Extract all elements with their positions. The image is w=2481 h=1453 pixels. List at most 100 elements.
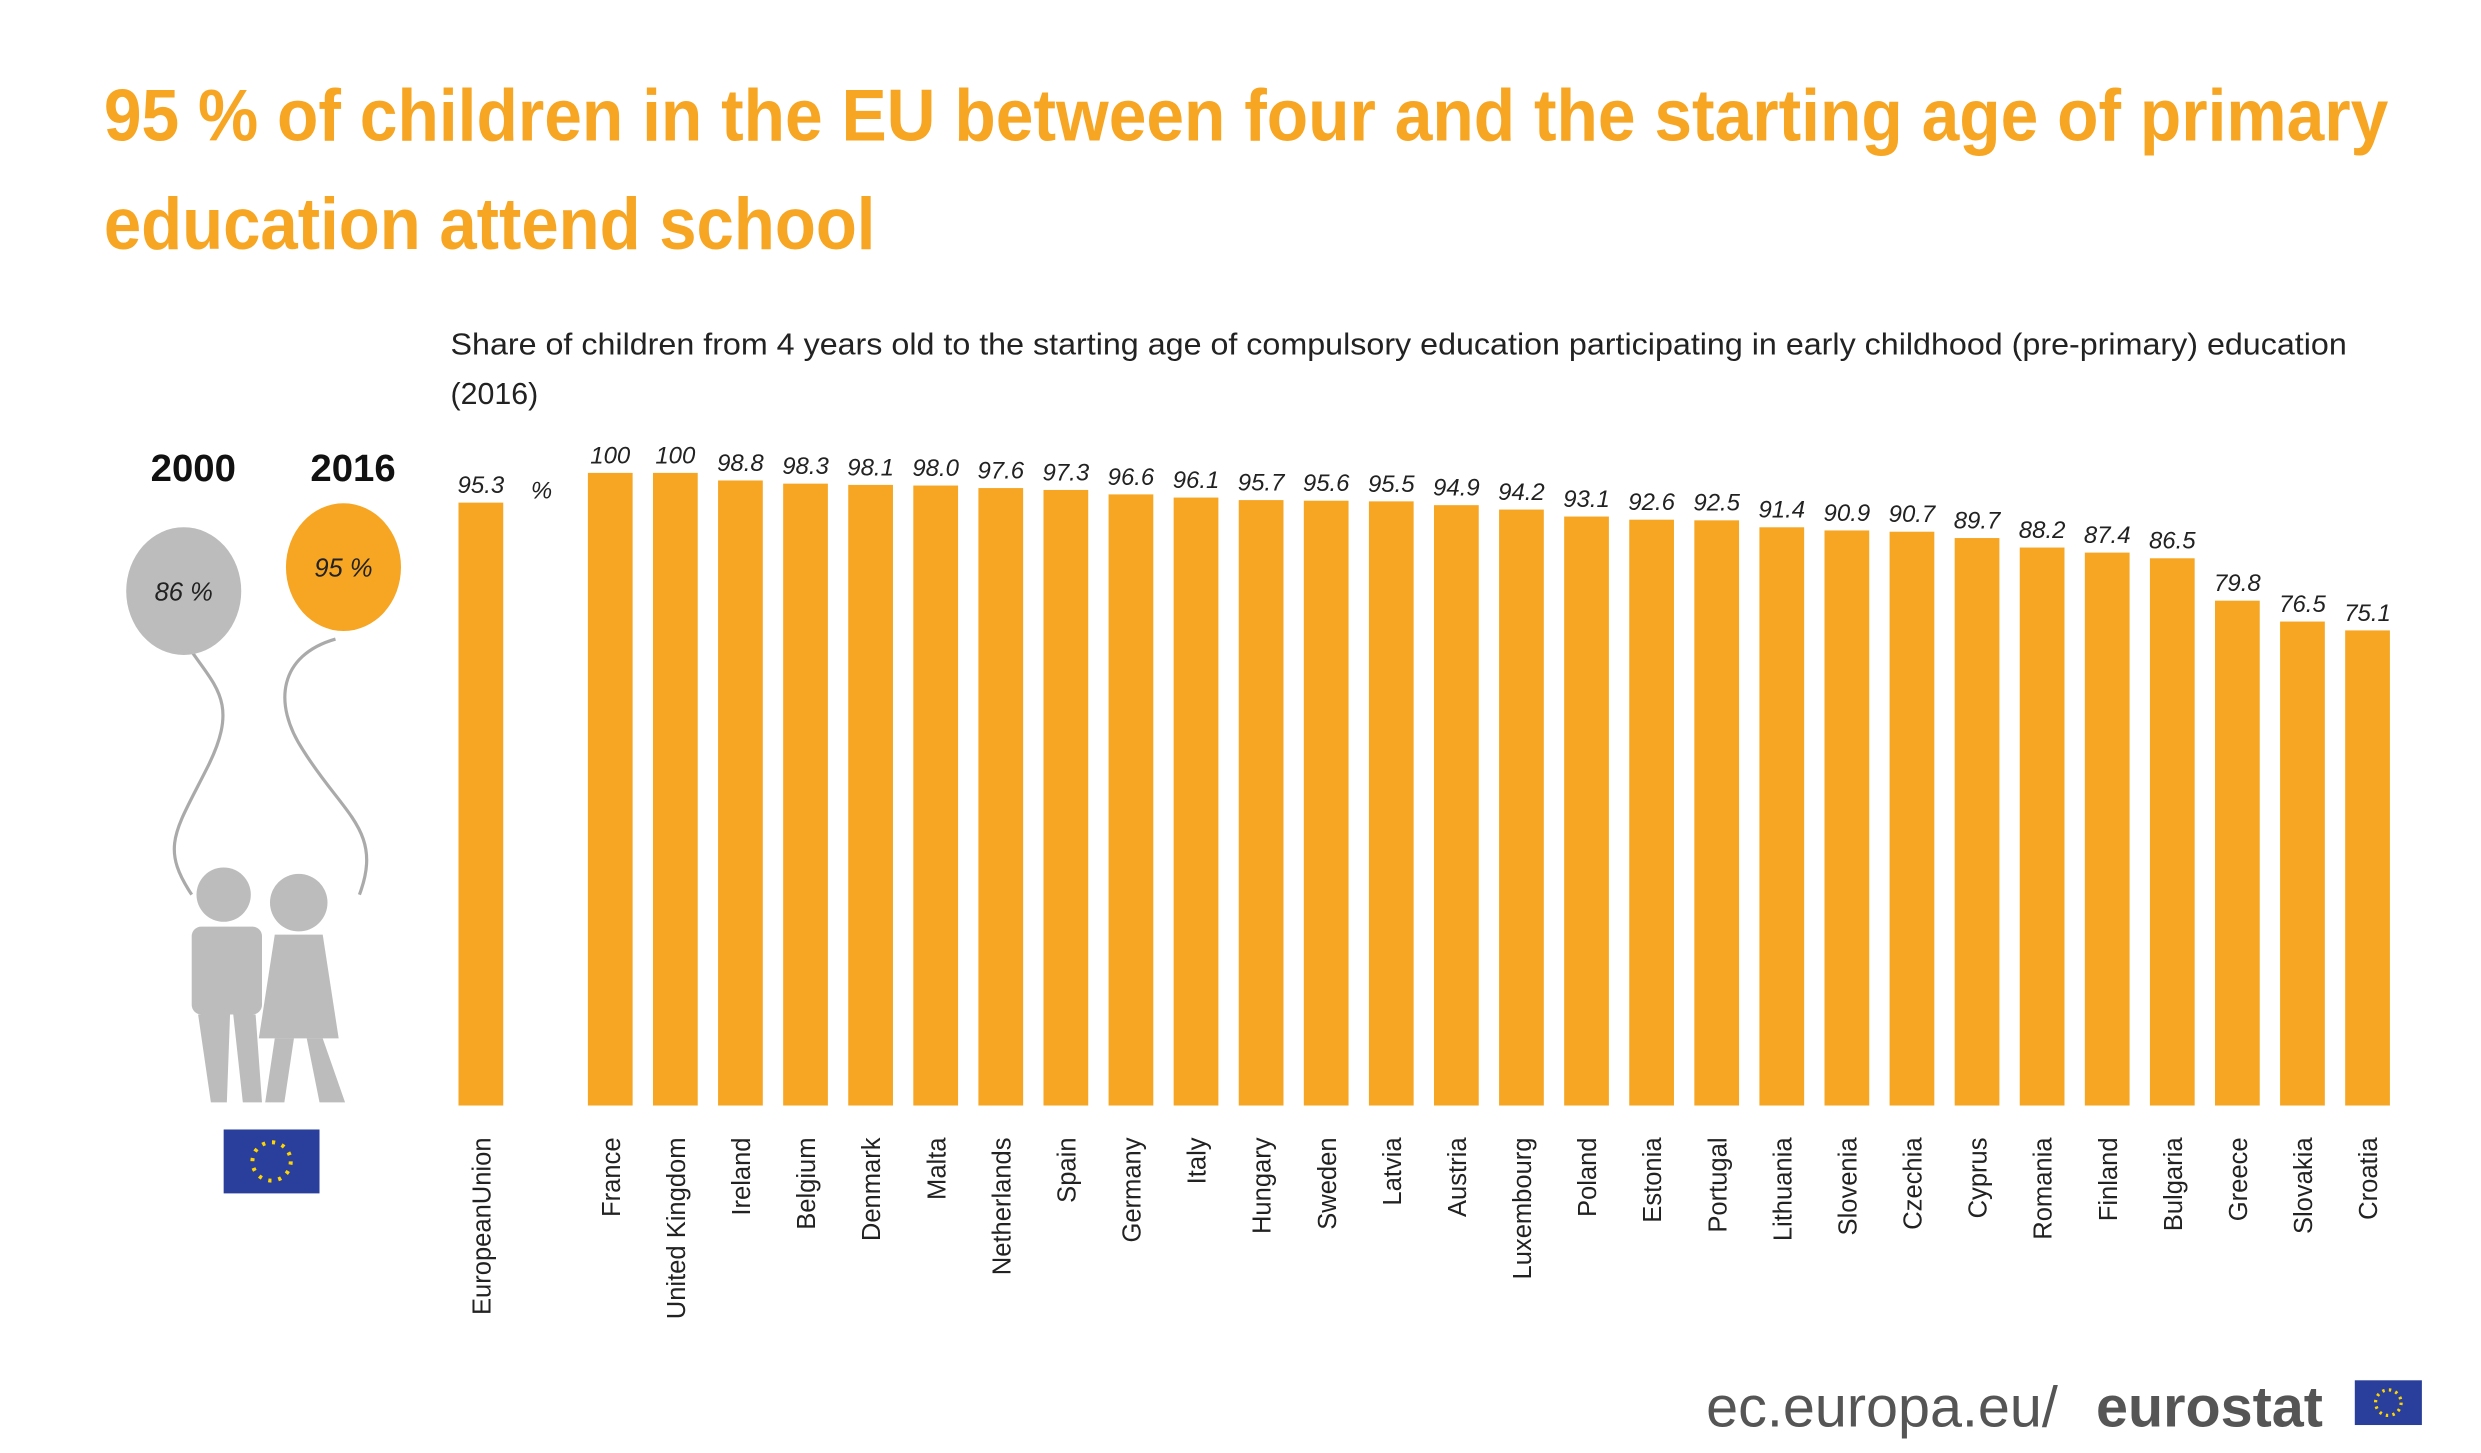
- value-label: 98.1: [847, 454, 894, 481]
- bar: [1368, 501, 1414, 1106]
- x-tick-label: Ireland: [728, 1137, 756, 1215]
- x-tick-label: Germany: [1119, 1137, 1147, 1242]
- bar: [1303, 500, 1349, 1106]
- value-label: 96.6: [1108, 464, 1155, 491]
- unit-label: %: [531, 477, 552, 504]
- balloon-label: 86 %: [155, 579, 213, 607]
- x-tick-label: Slovakia: [2290, 1137, 2318, 1234]
- value-label: 94.2: [1498, 479, 1545, 506]
- bar: [1694, 520, 1740, 1106]
- bar: [913, 485, 959, 1106]
- chart-title: 95 % of children in the EU between four …: [104, 74, 2389, 157]
- value-label: 86.5: [2149, 528, 2196, 555]
- x-tick-label: France: [598, 1137, 626, 1217]
- x-tick-label: Italy: [1184, 1137, 1212, 1184]
- bar: [587, 472, 633, 1106]
- value-label: 100: [655, 442, 696, 469]
- bar: [2149, 558, 2195, 1106]
- bar: [1759, 527, 1805, 1106]
- value-label: 87.4: [2084, 522, 2131, 549]
- chart-subtitle: (2016): [451, 378, 539, 411]
- value-label: 95.6: [1303, 470, 1350, 497]
- x-tick-label: United Kingdom: [663, 1137, 691, 1319]
- x-tick-label: Luxembourg: [1509, 1137, 1537, 1279]
- bar: [458, 502, 504, 1106]
- x-tick-label: Sweden: [1314, 1137, 1342, 1229]
- x-tick-label: Croatia: [2355, 1137, 2383, 1220]
- bar: [1824, 530, 1870, 1106]
- x-tick-label: Hungary: [1249, 1137, 1277, 1234]
- bar: [848, 484, 893, 1106]
- x-tick-label: Austria: [1444, 1137, 1472, 1217]
- bar: [783, 483, 828, 1106]
- value-label: 90.7: [1889, 501, 1937, 528]
- source: ec.europa.eu/ eurostat: [1706, 1376, 2422, 1440]
- value-label: 92.6: [1628, 489, 1675, 516]
- value-label: 98.8: [717, 450, 764, 477]
- source-url: ec.europa.eu/: [1706, 1376, 2058, 1440]
- bar: [1564, 516, 1609, 1106]
- x-tick-label: Cyprus: [1965, 1137, 1993, 1218]
- x-tick-label: Bulgaria: [2160, 1137, 2188, 1232]
- value-label: 98.0: [912, 455, 959, 482]
- value-label: 79.8: [2214, 570, 2261, 597]
- bar: [2019, 547, 2065, 1106]
- value-label: 88.2: [2019, 517, 2066, 544]
- x-tick-label: Denmark: [858, 1137, 886, 1241]
- bar: [1108, 494, 1154, 1106]
- chart-subtitle: Share of children from 4 years old to th…: [451, 329, 2347, 362]
- value-label: 75.1: [2344, 600, 2391, 627]
- bar: [1433, 505, 1479, 1106]
- x-tick-label: Romania: [2030, 1137, 2058, 1240]
- x-tick-label: Malta: [923, 1137, 951, 1200]
- illustration: [172, 637, 369, 1194]
- value-label: 92.5: [1693, 490, 1740, 517]
- balloon-label: 95 %: [314, 555, 372, 583]
- x-tick-label: Netherlands: [988, 1137, 1016, 1275]
- bar: [2280, 621, 2325, 1106]
- bar: [1043, 489, 1089, 1106]
- value-label: 95.7: [1238, 470, 1286, 497]
- bar: [1173, 497, 1219, 1106]
- bar: [1499, 509, 1544, 1106]
- balloon: [126, 527, 242, 656]
- x-tick-label: EuropeanUnion: [468, 1137, 496, 1315]
- bar: [2215, 600, 2260, 1106]
- x-tick-label: Lithuania: [1769, 1137, 1797, 1241]
- value-label: 95.5: [1368, 471, 1415, 498]
- bar: [2084, 552, 2130, 1106]
- bar: [1954, 538, 2000, 1106]
- x-tick-label: Greece: [2225, 1137, 2253, 1221]
- bar: [718, 480, 763, 1106]
- bar: [1889, 531, 1935, 1106]
- bar: [978, 488, 1024, 1106]
- balloon: [285, 503, 401, 632]
- value-label: 76.5: [2279, 591, 2326, 618]
- value-label: 98.3: [782, 453, 829, 480]
- x-tick-label: Finland: [2095, 1137, 2123, 1221]
- balloon-year: 2000: [151, 447, 236, 490]
- bar: [1238, 500, 1284, 1106]
- value-label: 94.9: [1433, 475, 1480, 502]
- x-tick-label: Estonia: [1639, 1137, 1667, 1223]
- x-tick-label: Latvia: [1379, 1137, 1407, 1206]
- x-tick-label: Poland: [1574, 1137, 1602, 1217]
- value-label: 100: [590, 442, 631, 469]
- value-label: 90.9: [1824, 500, 1871, 527]
- value-label: 95.3: [458, 472, 505, 499]
- value-label: 96.1: [1173, 467, 1220, 494]
- value-label: 89.7: [1954, 507, 2002, 534]
- x-tick-label: Belgium: [793, 1137, 821, 1229]
- bar: [2345, 630, 2390, 1106]
- source-brand: eurostat: [2096, 1376, 2323, 1440]
- x-tick-label: Spain: [1053, 1137, 1081, 1202]
- bar: [652, 472, 698, 1106]
- value-label: 91.4: [1758, 497, 1805, 524]
- x-tick-label: Czechia: [1900, 1137, 1928, 1230]
- chart-title: education attend school: [104, 182, 876, 265]
- value-label: 93.1: [1563, 486, 1610, 513]
- x-tick-label: Slovenia: [1834, 1137, 1862, 1236]
- value-label: 97.6: [977, 457, 1024, 484]
- value-label: 97.3: [1043, 459, 1090, 486]
